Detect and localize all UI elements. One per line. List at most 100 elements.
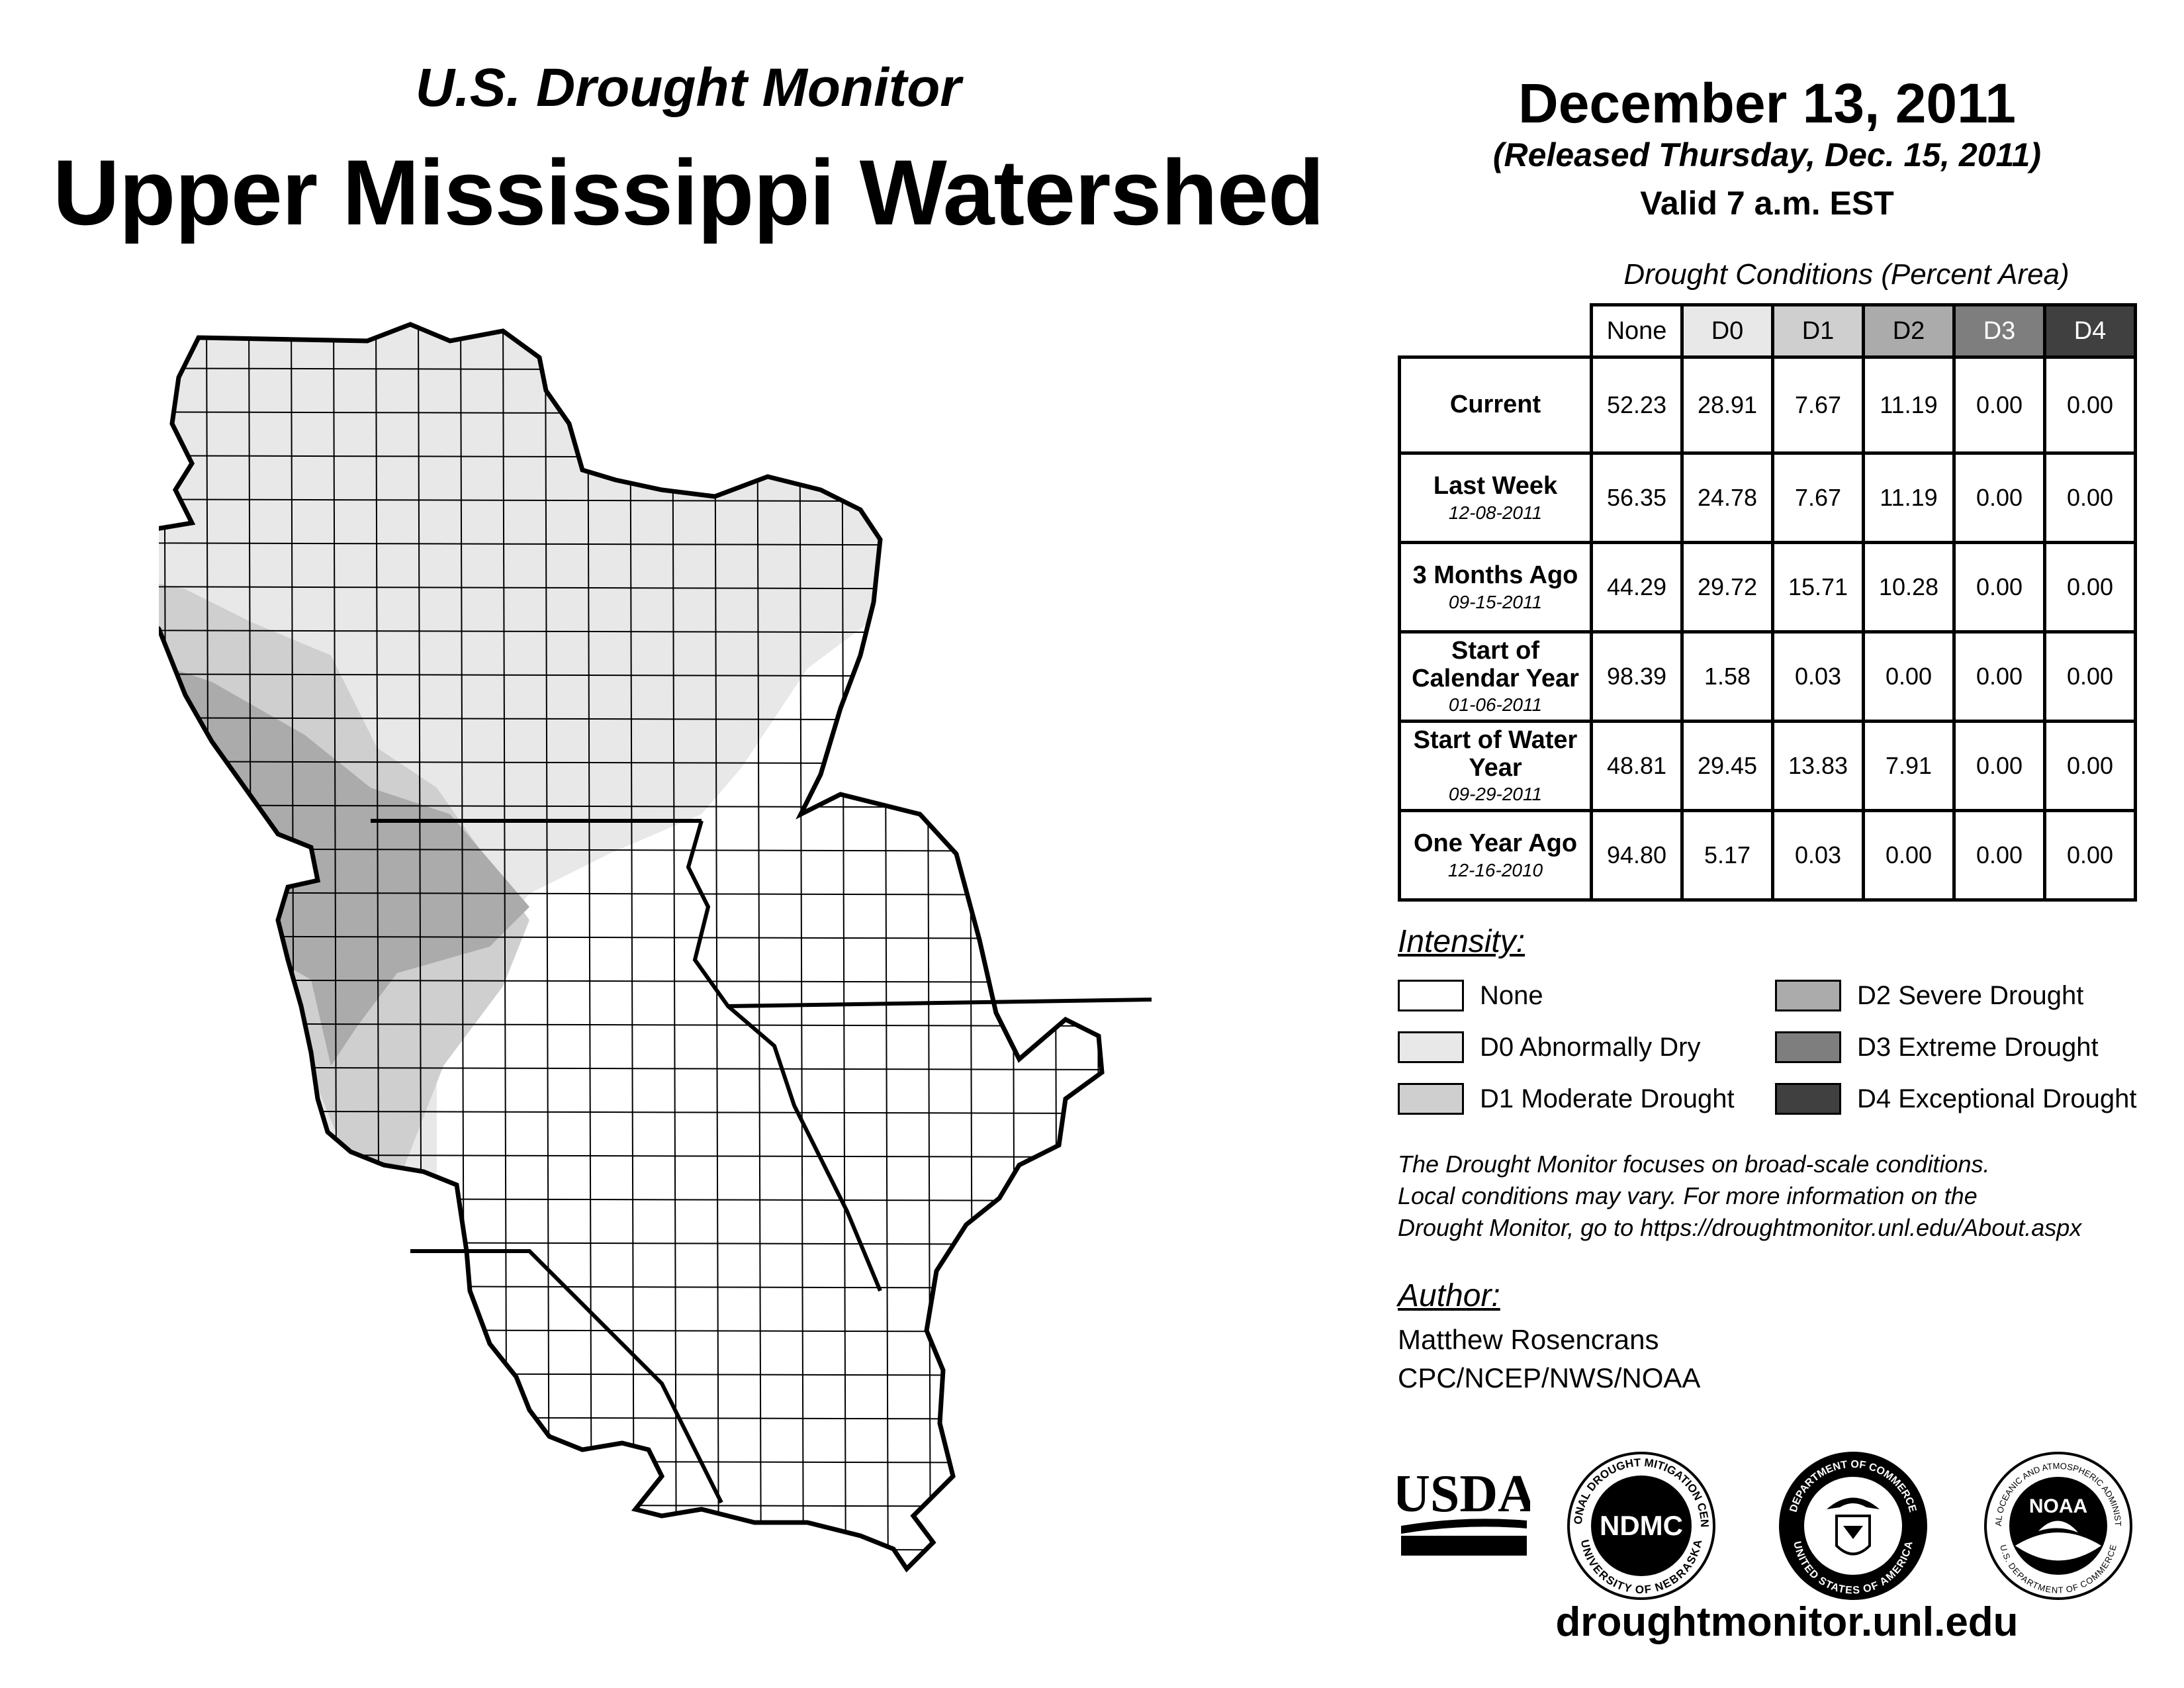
table-cell: 56.35 <box>1590 451 1684 544</box>
table-cell: 15.71 <box>1771 541 1865 633</box>
table-row: 3 Months Ago 09-15-2011 44.29 29.72 15.71 10.… <box>1398 541 2137 633</box>
table-cell: 0.00 <box>2043 451 2137 544</box>
county-line <box>629 324 635 1569</box>
table-cell: 0.00 <box>1952 630 2046 723</box>
table-cell: 29.72 <box>1680 541 1774 633</box>
table-row: Current 52.23 28.91 7.67 11.19 0.00 0.00 <box>1398 355 2137 455</box>
table-cell: 28.91 <box>1680 355 1774 455</box>
table-cell: 0.03 <box>1771 809 1865 902</box>
legend-item-d4: D4 Exceptional Drought <box>1775 1080 2136 1117</box>
table-cell: 0.00 <box>1862 630 1956 723</box>
map-date: December 13, 2011 <box>1518 72 2016 134</box>
table-cell: 1.58 <box>1680 630 1774 723</box>
legend-swatch <box>1398 1031 1464 1063</box>
county-line <box>159 1460 1102 1464</box>
watershed-map <box>159 322 1152 1594</box>
table-body: Current 52.23 28.91 7.67 11.19 0.00 0.00 Last W… <box>1398 355 2137 902</box>
table-cell: 0.00 <box>1952 541 2046 633</box>
legend-item-d1: D1 Moderate Drought <box>1398 1080 1735 1117</box>
table-caption: Drought Conditions (Percent Area) <box>1623 258 2070 291</box>
legend-label: D3 Extreme Drought <box>1857 1032 2099 1062</box>
legend-label: D4 Exceptional Drought <box>1857 1084 2137 1113</box>
table-cell: 5.17 <box>1680 809 1774 902</box>
row-label: One Year Ago 12-16-2010 <box>1398 809 1593 902</box>
legend-swatch <box>1775 980 1841 1011</box>
column-header-d1: D1 <box>1771 303 1865 359</box>
table-row: Last Week 12-08-2011 56.35 24.78 7.67 11.19 0.… <box>1398 451 2137 544</box>
footer-url[interactable]: droughtmonitor.unl.edu <box>1555 1599 2019 1645</box>
column-header-d0: D0 <box>1680 303 1774 359</box>
county-line <box>799 324 804 1569</box>
row-label: 3 Months Ago 09-15-2011 <box>1398 541 1593 633</box>
ndmc-logo: NATIONAL DROUGHT MITIGATION CENTER UNIVE… <box>1562 1446 1715 1600</box>
legend-swatch <box>1398 980 1464 1011</box>
watershed-outline <box>159 322 1105 1573</box>
legend-heading: Intensity: <box>1398 924 1525 959</box>
legend-item-d0: D0 Abnormally Dry <box>1398 1029 1700 1066</box>
county-line <box>1011 324 1016 1569</box>
county-line <box>841 324 846 1569</box>
county-line <box>1053 324 1058 1569</box>
row-date: 12-16-2010 <box>1447 859 1543 880</box>
column-header-d4: D4 <box>2043 303 2137 359</box>
legend-swatch <box>1398 1083 1464 1115</box>
row-date: 12-08-2011 <box>1448 502 1543 523</box>
table-cell: 11.19 <box>1862 451 1956 544</box>
noaa-logo: NATIONAL OCEANIC AND ATMOSPHERIC ADMINIS… <box>1979 1446 2132 1600</box>
row-label-text: 3 Months Ago <box>1412 561 1578 589</box>
legend-swatch <box>1775 1031 1841 1063</box>
county-line <box>159 1547 1102 1551</box>
table-cell: 0.00 <box>2043 809 2137 902</box>
county-line <box>159 324 1102 328</box>
table-cell: 48.81 <box>1590 720 1684 812</box>
table-row: Start of Calendar Year 01-06-2011 98.39 1.5… <box>1398 630 2137 723</box>
row-label: Start of Calendar Year 01-06-2011 <box>1398 630 1593 723</box>
column-header-none: None <box>1590 303 1684 359</box>
table-row: Start of Water Year 09-29-2011 48.81 29.45 1… <box>1398 720 2137 812</box>
row-label-text: Last Week <box>1433 471 1558 500</box>
column-header-d3: D3 <box>1952 303 2046 359</box>
county-line <box>756 324 762 1569</box>
release-date: (Released Thursday, Dec. 15, 2011) <box>1492 136 2042 173</box>
county-line <box>159 1591 1118 1594</box>
row-date: 09-29-2011 <box>1448 784 1543 805</box>
table-cell: 52.23 <box>1590 355 1684 455</box>
legend-label: None <box>1480 980 1543 1010</box>
table-cell: 94.80 <box>1590 809 1684 902</box>
table-cell: 44.29 <box>1590 541 1684 633</box>
table-cell: 0.00 <box>1862 809 1956 902</box>
row-label-text: One Year Ago <box>1413 829 1578 857</box>
county-line <box>587 324 592 1569</box>
county-line <box>672 324 677 1569</box>
legend-label: D2 Severe Drought <box>1857 980 2084 1010</box>
state-border <box>727 998 1152 1008</box>
row-label: Current <box>1398 355 1593 455</box>
table-cell: 0.00 <box>1952 355 2046 455</box>
row-label-text: Start of Water Year <box>1413 726 1578 782</box>
county-line <box>163 324 169 1569</box>
county-line <box>545 324 550 1569</box>
state-border <box>410 1249 723 1504</box>
table-cell: 0.00 <box>2043 355 2137 455</box>
map-title: Upper Mississippi Watershed <box>52 140 1325 244</box>
table-cell: 0.00 <box>2043 720 2137 812</box>
county-line <box>1095 324 1101 1569</box>
row-label-text: Start of Calendar Year <box>1412 636 1579 692</box>
column-header-d2: D2 <box>1862 303 1956 359</box>
table-cell: 13.83 <box>1771 720 1865 812</box>
table-cell: 0.00 <box>2043 630 2137 723</box>
map-subtitle: U.S. Drought Monitor <box>415 58 962 118</box>
author-name: Matthew Rosencrans <box>1398 1324 1659 1355</box>
table-row: One Year Ago 12-16-2010 94.80 5.17 0.03 0.00 0… <box>1398 809 2137 902</box>
table-cell: 98.39 <box>1590 630 1684 723</box>
row-label: Start of Water Year 09-29-2011 <box>1398 720 1593 812</box>
table-cell: 0.00 <box>1952 451 2046 544</box>
author-heading: Author: <box>1398 1278 1500 1313</box>
legend-item-none: None <box>1398 977 1543 1014</box>
legend-label: D0 Abnormally Dry <box>1480 1032 1701 1062</box>
note-line: Drought Monitor, go to https://droughtmo… <box>1398 1214 2082 1241</box>
note-line: The Drought Monitor focuses on broad-sca… <box>1398 1150 1990 1178</box>
table-cell: 0.03 <box>1771 630 1865 723</box>
table-corner <box>1399 305 1593 359</box>
usda-logo-text: USDA <box>1398 1465 1530 1523</box>
